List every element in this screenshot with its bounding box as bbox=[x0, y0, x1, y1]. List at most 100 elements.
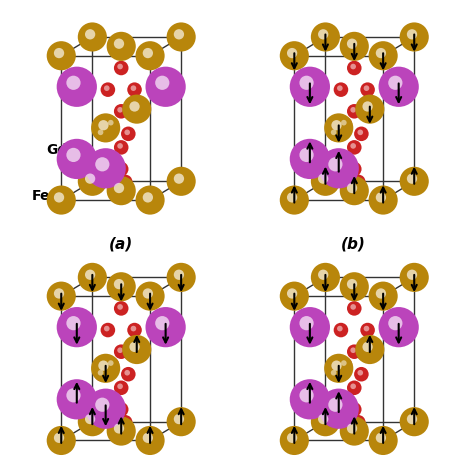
Point bbox=[97, 369, 104, 376]
Point bbox=[336, 84, 344, 92]
Point bbox=[116, 142, 124, 150]
Point bbox=[392, 319, 399, 327]
Point bbox=[100, 121, 107, 129]
Point bbox=[333, 362, 340, 369]
Point bbox=[177, 177, 185, 185]
Point bbox=[357, 370, 365, 378]
Point bbox=[118, 64, 125, 72]
Point bbox=[350, 283, 358, 291]
Text: O: O bbox=[83, 79, 95, 93]
Point bbox=[356, 369, 364, 376]
Point bbox=[131, 343, 138, 351]
Point bbox=[395, 83, 402, 91]
Point bbox=[55, 193, 63, 201]
Point bbox=[335, 124, 343, 132]
Point bbox=[99, 161, 106, 168]
Point bbox=[86, 30, 94, 38]
Point bbox=[348, 40, 356, 47]
Point bbox=[340, 359, 347, 367]
Point bbox=[350, 108, 358, 115]
Point bbox=[349, 142, 357, 150]
Point bbox=[350, 384, 358, 392]
Text: (a): (a) bbox=[109, 237, 133, 252]
Point bbox=[364, 326, 372, 334]
Point bbox=[377, 49, 385, 57]
Point bbox=[146, 437, 154, 444]
Point bbox=[73, 155, 81, 163]
Point bbox=[125, 370, 132, 378]
Point bbox=[408, 271, 416, 279]
Point bbox=[89, 273, 96, 281]
Point bbox=[340, 119, 347, 127]
Point bbox=[116, 404, 124, 412]
Point bbox=[335, 164, 343, 172]
Point bbox=[125, 130, 132, 137]
Point bbox=[322, 33, 329, 41]
Point bbox=[94, 417, 101, 425]
Point bbox=[355, 178, 362, 186]
Point bbox=[118, 108, 125, 115]
Point bbox=[97, 128, 104, 136]
Point bbox=[129, 84, 137, 92]
Point bbox=[322, 418, 329, 426]
Point bbox=[57, 292, 65, 300]
Point bbox=[102, 405, 109, 412]
Point bbox=[410, 177, 418, 185]
Point bbox=[131, 326, 138, 334]
Point bbox=[341, 361, 349, 368]
Point bbox=[108, 361, 116, 368]
Point bbox=[379, 292, 387, 300]
Point bbox=[350, 187, 358, 194]
Point bbox=[330, 369, 337, 376]
Point bbox=[115, 280, 123, 288]
Point bbox=[118, 348, 125, 356]
Point bbox=[121, 419, 129, 426]
Point bbox=[162, 83, 169, 91]
Point bbox=[408, 415, 416, 423]
Point bbox=[126, 108, 133, 115]
Point bbox=[319, 415, 327, 423]
Text: Gd: Gd bbox=[46, 143, 67, 157]
Point bbox=[107, 359, 115, 367]
Point bbox=[306, 83, 314, 91]
Point bbox=[70, 151, 77, 159]
Point bbox=[103, 84, 110, 92]
Point bbox=[331, 130, 338, 137]
Point bbox=[57, 196, 65, 204]
Point bbox=[99, 401, 106, 409]
Point bbox=[144, 49, 152, 57]
Text: (b): (b) bbox=[341, 237, 366, 252]
Point bbox=[98, 370, 105, 378]
Point bbox=[408, 175, 416, 182]
Point bbox=[102, 164, 109, 172]
Point bbox=[118, 384, 125, 392]
Point bbox=[116, 346, 124, 354]
Point bbox=[55, 434, 63, 442]
Point bbox=[327, 177, 334, 184]
Point bbox=[364, 103, 372, 110]
Point bbox=[377, 193, 385, 201]
Point bbox=[356, 128, 364, 136]
Point bbox=[175, 415, 183, 423]
Point bbox=[55, 49, 63, 57]
Point bbox=[350, 43, 358, 50]
Point bbox=[395, 323, 402, 331]
Point bbox=[57, 52, 65, 60]
Point bbox=[319, 30, 327, 38]
Point bbox=[291, 292, 298, 300]
Point bbox=[175, 175, 183, 182]
Point bbox=[337, 86, 345, 93]
Point bbox=[123, 369, 131, 376]
Point bbox=[349, 106, 357, 114]
Point bbox=[104, 86, 112, 93]
Point bbox=[348, 425, 356, 432]
Point bbox=[350, 144, 358, 151]
Point bbox=[291, 196, 298, 204]
Point bbox=[303, 79, 310, 87]
Point bbox=[377, 434, 385, 442]
Point bbox=[322, 273, 329, 281]
Point bbox=[55, 290, 63, 297]
Point bbox=[144, 193, 152, 201]
Point bbox=[327, 417, 334, 425]
Point bbox=[177, 273, 185, 281]
